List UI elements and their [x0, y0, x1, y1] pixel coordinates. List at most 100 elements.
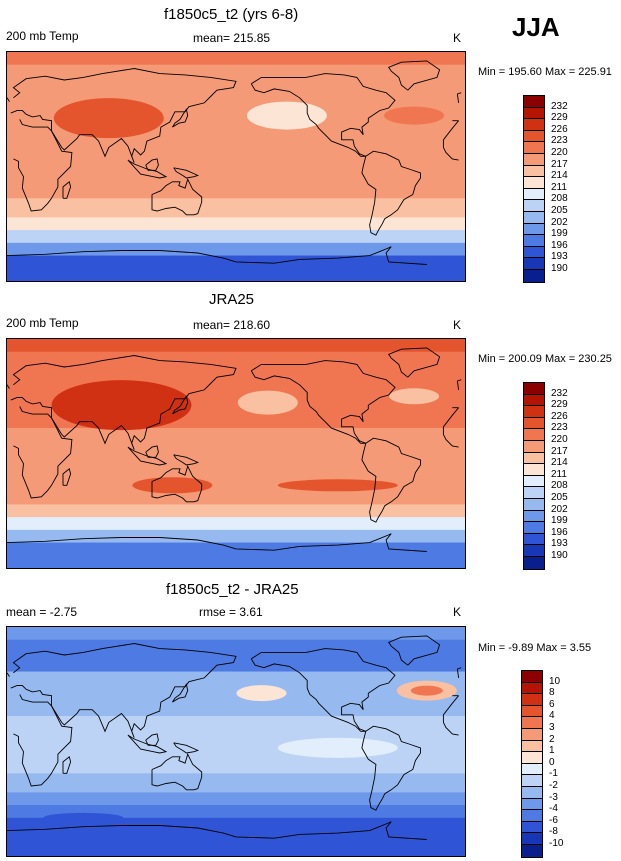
map-coastline [361, 150, 421, 236]
map-contour-band [7, 141, 465, 199]
map-coastline [127, 446, 168, 466]
map-coastline [13, 406, 459, 499]
colorbar-tick-label: 208 [551, 193, 568, 205]
map-coastline [388, 635, 441, 666]
colorbar-tick-label: 1 [549, 745, 555, 757]
map-coastline [10, 643, 459, 738]
map-coastline [361, 725, 421, 811]
colorbar-tick-label: 232 [551, 387, 568, 399]
map-contour-band [7, 255, 465, 281]
map-contour-feature [277, 479, 398, 492]
map-contour-feature [237, 390, 298, 415]
colorbar-tick-label: -4 [549, 803, 558, 815]
colorbar-tick-label: 223 [551, 422, 568, 434]
colorbar-tick-label: 214 [551, 457, 568, 469]
map-coastline [361, 437, 421, 523]
colorbar-tick-label: 3 [549, 722, 555, 733]
map-contour-feature [246, 101, 327, 130]
colorbar-tick-label: 0 [549, 756, 555, 768]
map-contour-band [7, 542, 465, 568]
colorbar-tick-label: 2 [549, 733, 555, 745]
colorbar-tick-label: 205 [551, 205, 568, 216]
colorbar-tick-label: 199 [551, 228, 568, 240]
map-coastline [10, 355, 459, 450]
panel-2-left-label: 200 mb Temp [6, 316, 79, 330]
map-contour-feature [236, 685, 287, 702]
colorbar-tick-label: 229 [551, 112, 568, 124]
colorbar-tick-label: -8 [549, 826, 558, 838]
panel-1-left-label: 200 mb Temp [6, 29, 79, 43]
colorbar-tick-label: 232 [551, 100, 568, 112]
map-coastline [151, 464, 203, 503]
map-coastline [13, 694, 459, 787]
colorbar-tick-label: 226 [551, 123, 568, 135]
colorbar-tick-label: 190 [551, 263, 568, 274]
map-contour-band [7, 716, 465, 774]
panel-1-map [6, 51, 466, 282]
panel-1-minmax-label: Min = 195.60 Max = 225.91 [478, 66, 612, 78]
map-contour-feature [51, 380, 192, 431]
map-coastline [62, 468, 72, 486]
map-contour-band [7, 805, 465, 819]
map-contour-band [7, 529, 465, 544]
panel-3-title: f1850c5_t2 - JRA25 [166, 581, 299, 598]
colorbar-tick-label: 217 [551, 445, 568, 457]
colorbar-tick-label: 211 [551, 468, 567, 480]
map-coastline [127, 734, 168, 754]
colorbar-outline [523, 382, 545, 570]
map-coastline [250, 360, 396, 444]
colorbar-tick-label: 211 [551, 181, 567, 193]
map-coastline [173, 454, 200, 466]
colorbar-tick-label: -2 [549, 780, 558, 791]
map-coastline [7, 92, 462, 103]
colorbar-outline [521, 670, 543, 858]
colorbar-tick-label: 193 [551, 251, 568, 263]
panel-2-map-svg [7, 339, 465, 568]
colorbar-tick-label: 208 [551, 480, 568, 492]
map-coastline [151, 752, 203, 791]
panel-1-map-svg [7, 52, 465, 281]
map-contour-band [7, 792, 465, 806]
map-contour-band [7, 52, 465, 66]
map-contour-band [7, 339, 465, 353]
map-contour-band [7, 517, 465, 531]
colorbar-tick-label: 190 [551, 550, 568, 561]
colorbar-tick-label: 199 [551, 515, 568, 527]
map-contour-band [7, 428, 465, 486]
map-coastline [7, 533, 427, 552]
colorbar-tick-label: 4 [549, 710, 555, 722]
map-coastline [151, 177, 203, 216]
panel-3-map-svg [7, 627, 465, 856]
colorbar-tick-label: 8 [549, 687, 555, 699]
map-contour-feature [277, 737, 398, 758]
map-contour-band [7, 242, 465, 257]
colorbar-tick-label: 220 [551, 147, 568, 158]
map-coastline [388, 347, 441, 378]
panel-2-mean-label: mean= 218.60 [193, 318, 271, 332]
season-label: JJA [512, 12, 560, 42]
map-coastline [10, 68, 459, 163]
colorbar-tick-label: -10 [549, 838, 564, 849]
panel-3-units-label: K [453, 605, 462, 619]
map-contour-feature [132, 477, 213, 494]
colorbar-tick-label: 226 [551, 410, 568, 422]
colorbar-tick-label: 214 [551, 170, 568, 182]
map-contour-feature [410, 685, 443, 696]
map-coastline [173, 167, 200, 179]
panel-1-mean-label: mean= 215.85 [193, 31, 271, 45]
map-coastline [62, 756, 72, 774]
map-coastline [172, 395, 189, 415]
map-contour-band [7, 485, 465, 505]
map-coastline [145, 158, 159, 171]
panel-3-mean-label: mean = -2.75 [6, 605, 78, 619]
panel-1-title: f1850c5_t2 (yrs 6-8) [164, 6, 299, 23]
panel-2-minmax-label: Min = 200.09 Max = 230.25 [478, 353, 612, 365]
colorbar-tick-label: 193 [551, 538, 568, 550]
map-coastline [173, 742, 200, 754]
map-contour-band [7, 230, 465, 244]
colorbar-outline [523, 95, 545, 283]
map-contour-band [7, 671, 465, 717]
map-coastline [7, 667, 462, 678]
map-coastline [145, 445, 159, 458]
colorbar-tick-label: 202 [551, 503, 568, 515]
